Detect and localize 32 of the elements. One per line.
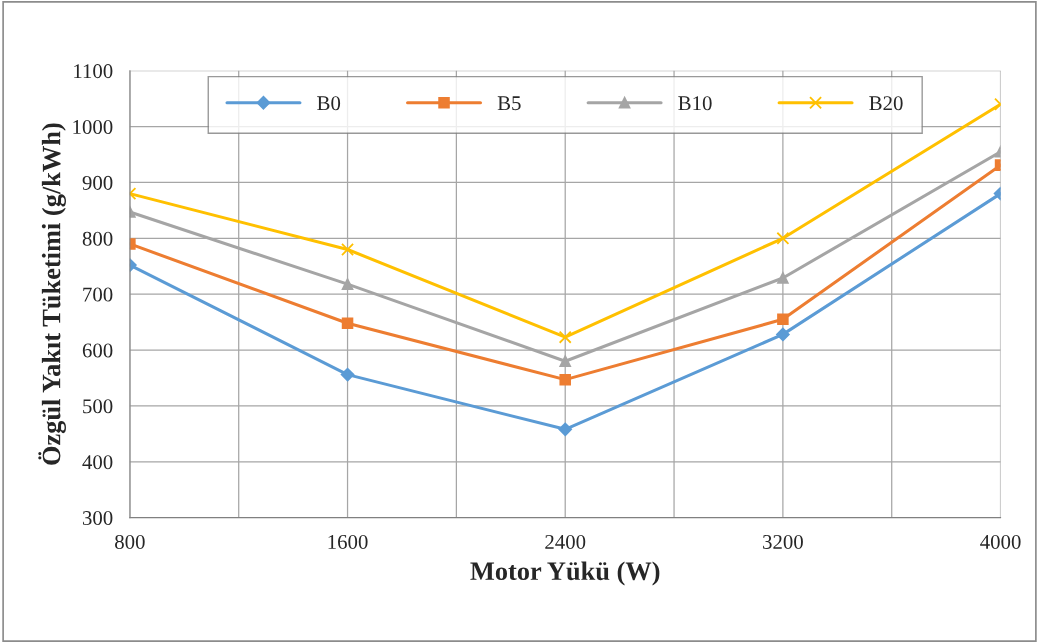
legend-label: B5 bbox=[497, 96, 521, 111]
x-axis-title: Motor Yükü (W) bbox=[470, 561, 660, 586]
point bbox=[341, 243, 355, 256]
y-tick-label: 600 bbox=[82, 343, 113, 358]
y-tick-label: 900 bbox=[82, 175, 113, 190]
x-tick-label: 2400 bbox=[545, 534, 586, 549]
point bbox=[776, 327, 790, 342]
point bbox=[341, 317, 354, 329]
y-tick-label: 1000 bbox=[73, 119, 113, 135]
point bbox=[777, 272, 789, 284]
point bbox=[777, 313, 789, 326]
y-tick-label: 300 bbox=[82, 510, 113, 526]
x-tick-label: 3200 bbox=[763, 534, 803, 549]
x-tick-label: 1600 bbox=[328, 534, 368, 549]
point bbox=[559, 373, 571, 386]
point bbox=[341, 278, 354, 290]
point bbox=[776, 231, 790, 245]
y-tick-label: 700 bbox=[83, 287, 113, 302]
legend-label: B10 bbox=[678, 96, 712, 111]
point bbox=[558, 422, 573, 437]
y-tick-label: 1100 bbox=[74, 64, 113, 79]
y-axis-title: Özgül Yakıt Tüketimi (g/kWh) bbox=[38, 123, 66, 465]
y-tick-label: 400 bbox=[82, 455, 113, 470]
x-tick-label: 4000 bbox=[980, 534, 1021, 549]
x-tick-label: 800 bbox=[115, 534, 145, 549]
y-tick-label: 500 bbox=[83, 399, 113, 414]
point bbox=[340, 367, 355, 382]
legend-label: B0 bbox=[317, 96, 341, 111]
point bbox=[559, 355, 571, 367]
y-tick-label: 800 bbox=[82, 231, 113, 246]
legend-label: B20 bbox=[869, 96, 903, 111]
point bbox=[558, 330, 572, 344]
